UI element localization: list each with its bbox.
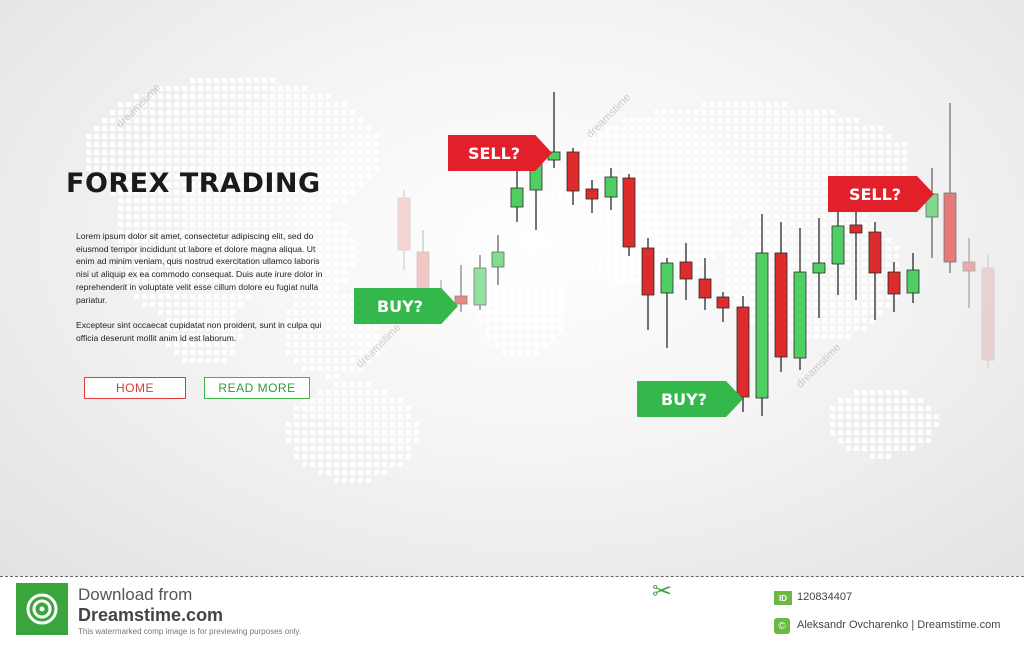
site-name[interactable]: Dreamstime.com [78,605,224,625]
download-label: Download from [78,585,193,604]
hero-banner: dreamstime dreamstime dreamstime dreamst… [0,0,1024,576]
candlestick [755,214,769,416]
candlestick [887,262,901,312]
preview-notice: This watermarked comp image is for previ… [78,627,302,636]
candlestick [812,218,826,318]
copyright-icon: © [774,618,790,634]
candlestick [491,235,505,285]
candlestick [660,258,674,348]
sell-signal-tag: SELL? [448,135,552,171]
candlestick [831,212,845,295]
candlestick [454,265,468,312]
candlestick [679,243,693,300]
candlestick [736,296,750,412]
candlestick [604,168,618,210]
candlestick [397,190,411,270]
candlestick [868,222,882,320]
candlestick [716,292,730,322]
author-credit: Aleksandr Ovcharenko | Dreamstime.com [797,619,1001,631]
home-button[interactable]: HOME [84,377,186,399]
secondary-paragraph: Excepteur sint occaecat cupidatat non pr… [76,320,322,343]
candlestick [793,228,807,370]
intro-paragraph: Lorem ipsum dolor sit amet, consectetur … [76,231,323,305]
buy-signal-tag: BUY? [637,381,743,417]
watermark-footer: Download from Dreamstime.com This waterm… [0,576,1024,648]
candlestick [849,195,863,300]
read-more-button[interactable]: READ MORE [204,377,310,399]
candlestick [906,253,920,303]
candlestick [962,238,976,308]
candlestick [510,168,524,222]
candlestick [981,255,995,368]
candlestick [925,168,939,258]
candlestick [547,92,561,168]
candlestick [641,238,655,330]
world-map-dots [0,0,1024,576]
candlestick [698,258,712,310]
candlestick [566,148,580,205]
buy-signal-tag: BUY? [354,288,458,324]
candlestick [585,180,599,213]
id-badge: ID [774,591,792,605]
scissors-icon: ✂ [652,578,673,605]
candlestick-chart [397,92,995,416]
page-title: FOREX TRADING [66,168,321,199]
image-id: 120834407 [797,591,853,603]
candlestick [774,222,788,372]
dreamstime-spiral-icon [16,583,68,635]
candlestick [622,174,636,256]
candlestick [943,103,957,273]
sell-signal-tag: SELL? [828,176,934,212]
candlestick [473,255,487,310]
